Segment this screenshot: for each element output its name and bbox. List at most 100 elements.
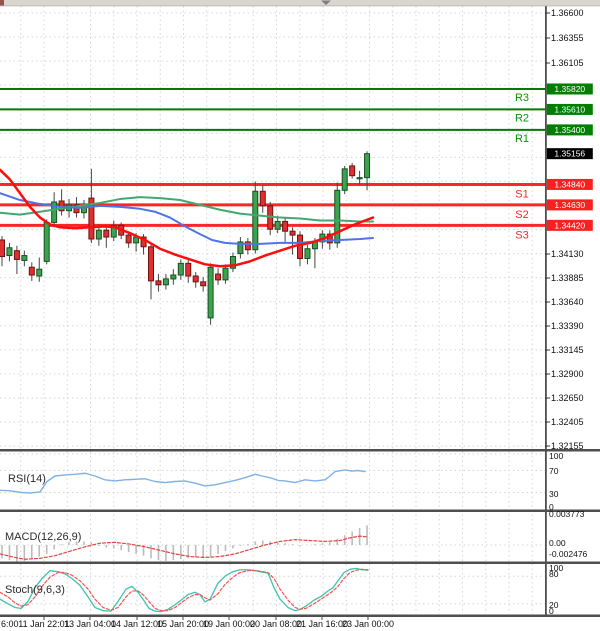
macd-panel: [0, 525, 369, 562]
panel-separator: [0, 561, 600, 564]
price-tag-label: 1.34840: [554, 179, 585, 189]
candle-body-down: [349, 165, 356, 177]
scrollbar-edge: [0, 5, 600, 7]
stoch-axis-label: 0: [549, 606, 554, 616]
scrollbar-track[interactable]: [0, 0, 600, 6]
price-tag-resistance: [546, 124, 593, 136]
level-label-s3: S3: [515, 229, 528, 241]
candle-body-down: [215, 273, 222, 281]
price-tag-support: [546, 178, 593, 190]
chart-right-border: [545, 0, 547, 617]
time-axis-label: 19 Jan 00:00: [203, 619, 255, 629]
candle-body-down: [200, 281, 207, 287]
macd-axis-label: 0.003773: [549, 509, 585, 519]
price-tick-label: 1.36105: [551, 58, 584, 68]
level-label-r3: R3: [515, 92, 529, 104]
price-tag-resistance: [546, 103, 593, 115]
gridlines: [0, 6, 545, 614]
price-tick-label: 1.32650: [551, 393, 584, 403]
rsi-axis-label: 30: [549, 489, 559, 499]
candle-body-up: [274, 220, 281, 230]
price-tag-label: 1.34630: [554, 200, 585, 210]
scrollbar-thumb-marker[interactable]: [321, 0, 331, 6]
time-axis-label: 13 Jan 04:00: [64, 619, 116, 629]
candle-body-down: [326, 233, 333, 244]
macd-panel-label: MACD(12,26,9): [5, 531, 82, 543]
candle-body-up: [162, 278, 169, 286]
stoch-panel-label: Stoch(9,6,3): [5, 584, 65, 596]
candle-body-down: [297, 234, 303, 259]
price-tick-label: 1.34130: [551, 249, 584, 259]
time-axis-label: 20 Jan 08:00: [250, 619, 302, 629]
time-axis-label: 15 Jan 20:00: [157, 619, 209, 629]
candle-body-down: [244, 241, 251, 251]
candle-body-down: [259, 190, 266, 207]
price-tick-label: 1.33885: [551, 273, 584, 283]
price-tag-label: 1.34420: [554, 220, 585, 230]
time-axis-label: 14 Jan 12:00: [111, 619, 163, 629]
candle-body-up: [110, 224, 117, 238]
rsi-axis-label: 70: [549, 466, 559, 476]
candle-body-up: [43, 221, 50, 262]
candle-body-up: [177, 262, 184, 276]
macd-axis-label: -0.002476: [549, 549, 588, 559]
rsi-axis-label: 100: [549, 451, 563, 461]
rsi-line: [0, 469, 366, 494]
candle-body-up: [229, 256, 236, 269]
rsi-axis-label: 0: [549, 502, 554, 512]
candle-body-up: [6, 247, 13, 257]
candle-body-up: [356, 177, 363, 180]
panel-separator: [0, 449, 600, 452]
candle-body-up: [364, 153, 371, 179]
candle-body-up: [36, 268, 43, 277]
stoch-d-line: [0, 568, 369, 612]
time-axis-label: 6:00: [1, 619, 19, 629]
stoch-panel: [0, 567, 369, 613]
price-tag-label: 1.35820: [554, 84, 585, 94]
time-axis-label: 23 Jan 00:00: [342, 619, 394, 629]
price-tag-label: 1.35400: [554, 125, 585, 135]
candle-body-down: [73, 204, 80, 214]
stoch-axis-label: 80: [549, 569, 559, 579]
price-tag-support: [546, 199, 593, 211]
level-label-r2: R2: [515, 112, 529, 124]
ma-slow-green: [0, 196, 374, 223]
price-tick-label: 1.32155: [551, 441, 584, 451]
moving-averages: [0, 168, 375, 268]
candle-body-up: [222, 267, 229, 281]
candle-body-down: [0, 239, 5, 258]
time-axis-label: 11 Jan 22:01: [18, 619, 69, 629]
candle-body-up: [170, 274, 177, 280]
candle-body-down: [192, 275, 199, 283]
price-axis: 1.36600 1.36355 1.36105 1.34130 1.33885 1.336…: [545, 8, 593, 451]
candle-body-down: [185, 262, 192, 277]
candle-body-down: [125, 234, 132, 244]
candle-body-down: [289, 230, 296, 236]
stoch-axis-label: 20: [549, 600, 559, 610]
price-tag-resistance: [546, 83, 593, 95]
rsi-panel-label: RSI(14): [8, 473, 46, 485]
price-tick-label: 1.33390: [551, 321, 584, 331]
stoch-axis-label: 100: [549, 563, 563, 573]
candle-body-up: [341, 168, 348, 191]
time-axis-label: 21 Jan 16:00: [296, 619, 348, 629]
candles-series: [0, 151, 371, 325]
candle-body-down: [28, 266, 35, 276]
price-tag-current: [546, 148, 593, 160]
price-tick-label: 1.33145: [551, 345, 584, 355]
panel-separator: [0, 614, 600, 617]
price-tag-label: 1.35610: [554, 104, 585, 114]
stoch-k-line: [0, 567, 369, 613]
price-tick-label: 1.32900: [551, 369, 584, 379]
candle-body-up: [237, 241, 244, 255]
candle-body-down: [148, 246, 154, 282]
price-tag-support: [546, 219, 593, 231]
level-label-s2: S2: [515, 209, 528, 221]
candle-body-up: [21, 255, 28, 261]
macd-signal-line: [0, 535, 369, 560]
candle-body-up: [252, 190, 259, 251]
macd-axis-label: 0.00: [549, 538, 566, 548]
